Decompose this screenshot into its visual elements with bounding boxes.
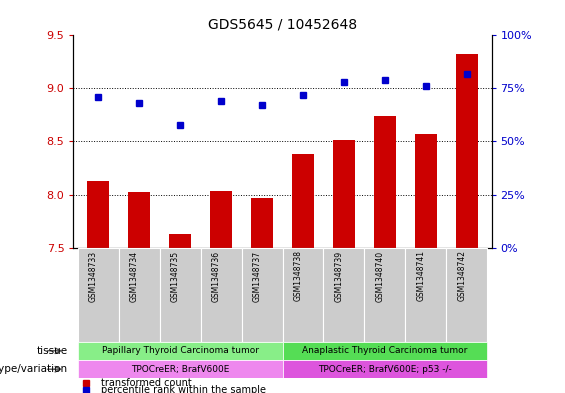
Bar <box>282 248 324 342</box>
Text: tissue: tissue <box>37 346 68 356</box>
Bar <box>201 248 241 342</box>
Text: transformed count: transformed count <box>101 378 192 388</box>
Text: percentile rank within the sample: percentile rank within the sample <box>101 386 266 393</box>
Bar <box>77 360 282 378</box>
Text: GSM1348734: GSM1348734 <box>130 250 139 301</box>
Text: GSM1348737: GSM1348737 <box>253 250 262 301</box>
Text: TPOCreER; BrafV600E; p53 -/-: TPOCreER; BrafV600E; p53 -/- <box>318 365 452 374</box>
Bar <box>241 248 282 342</box>
Bar <box>282 360 488 378</box>
Bar <box>251 198 273 248</box>
Bar <box>415 134 437 248</box>
Text: GSM1348733: GSM1348733 <box>89 250 98 301</box>
Bar <box>446 248 488 342</box>
Bar <box>364 248 406 342</box>
Bar <box>128 193 150 248</box>
Bar <box>77 248 119 342</box>
Text: TPOCreER; BrafV600E: TPOCreER; BrafV600E <box>131 365 229 374</box>
Text: GSM1348742: GSM1348742 <box>458 250 467 301</box>
Text: GSM1348735: GSM1348735 <box>171 250 180 301</box>
Bar <box>406 248 446 342</box>
Bar <box>169 234 192 248</box>
Bar <box>77 342 282 360</box>
Text: GSM1348738: GSM1348738 <box>294 250 303 301</box>
Bar <box>324 248 364 342</box>
Bar <box>87 181 109 248</box>
Bar <box>159 248 201 342</box>
Text: genotype/variation: genotype/variation <box>0 364 68 374</box>
Bar <box>282 342 488 360</box>
Text: GSM1348739: GSM1348739 <box>335 250 344 301</box>
Bar <box>333 140 355 248</box>
Bar <box>373 116 396 248</box>
Bar <box>292 154 314 248</box>
Text: Papillary Thyroid Carcinoma tumor: Papillary Thyroid Carcinoma tumor <box>102 346 259 355</box>
Bar <box>456 55 478 248</box>
Text: GSM1348736: GSM1348736 <box>212 250 221 301</box>
Text: GSM1348741: GSM1348741 <box>417 250 426 301</box>
Bar <box>119 248 159 342</box>
Text: Anaplastic Thyroid Carcinoma tumor: Anaplastic Thyroid Carcinoma tumor <box>302 346 468 355</box>
Text: GSM1348740: GSM1348740 <box>376 250 385 301</box>
Title: GDS5645 / 10452648: GDS5645 / 10452648 <box>208 17 357 31</box>
Bar <box>210 191 232 248</box>
